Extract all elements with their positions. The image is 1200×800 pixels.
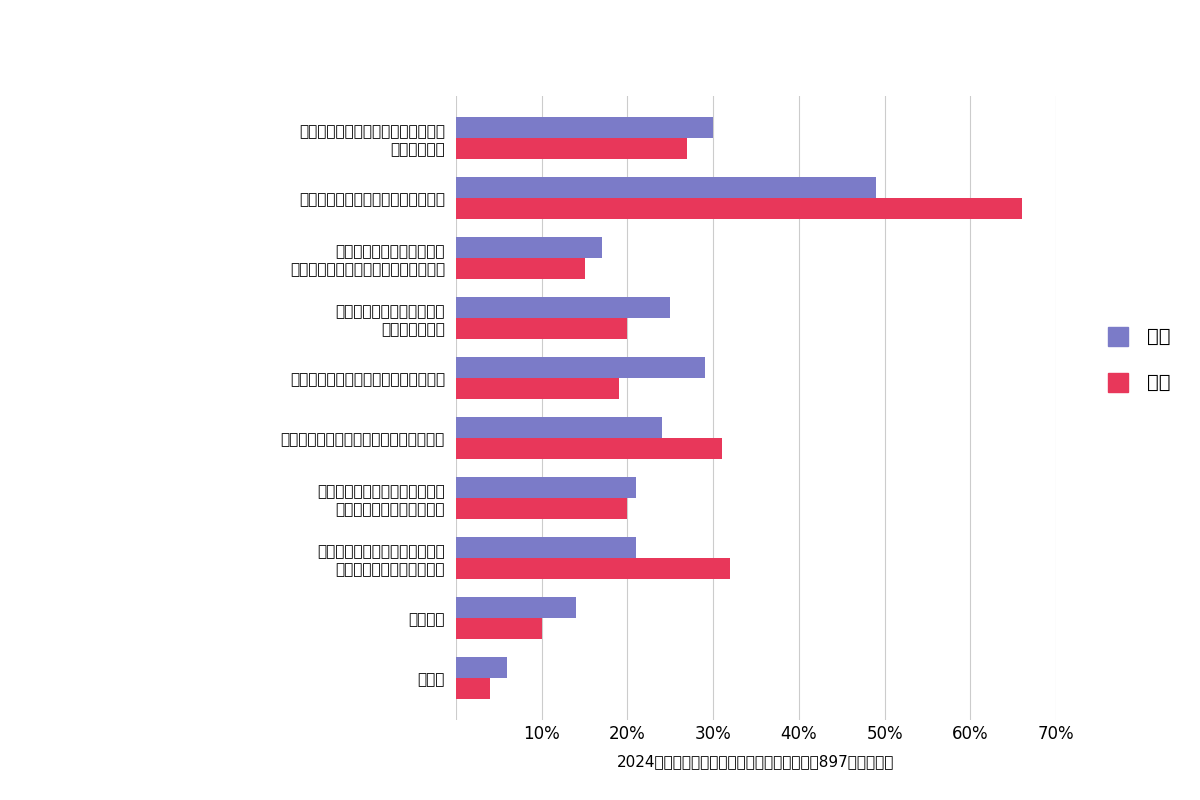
Bar [456, 438, 721, 459]
Bar [456, 678, 491, 699]
Bar [456, 198, 1021, 219]
Bar [456, 417, 661, 438]
Legend: 男性, 女性: 男性, 女性 [1100, 316, 1178, 400]
Bar [456, 618, 541, 639]
Bar [456, 537, 636, 558]
Bar [456, 138, 688, 159]
Text: 恋活・婚活についてどんなことに悩んでいますか？（複数回答）: 恋活・婚活についてどんなことに悩んでいますか？（複数回答） [395, 30, 805, 54]
Bar [456, 378, 619, 399]
Bar [456, 297, 671, 318]
Bar [456, 657, 508, 678]
Bar [456, 177, 876, 198]
Bar [456, 237, 601, 258]
Bar [456, 558, 731, 579]
Bar [456, 597, 576, 618]
Bar [456, 357, 704, 378]
X-axis label: 2024年オミカレ婚活実態調査（オミカレ会員897人に調査）: 2024年オミカレ婚活実態調査（オミカレ会員897人に調査） [617, 754, 895, 769]
Bar [456, 117, 713, 138]
Bar [456, 318, 628, 339]
Bar [456, 258, 584, 279]
Bar [456, 477, 636, 498]
Bar [456, 498, 628, 519]
